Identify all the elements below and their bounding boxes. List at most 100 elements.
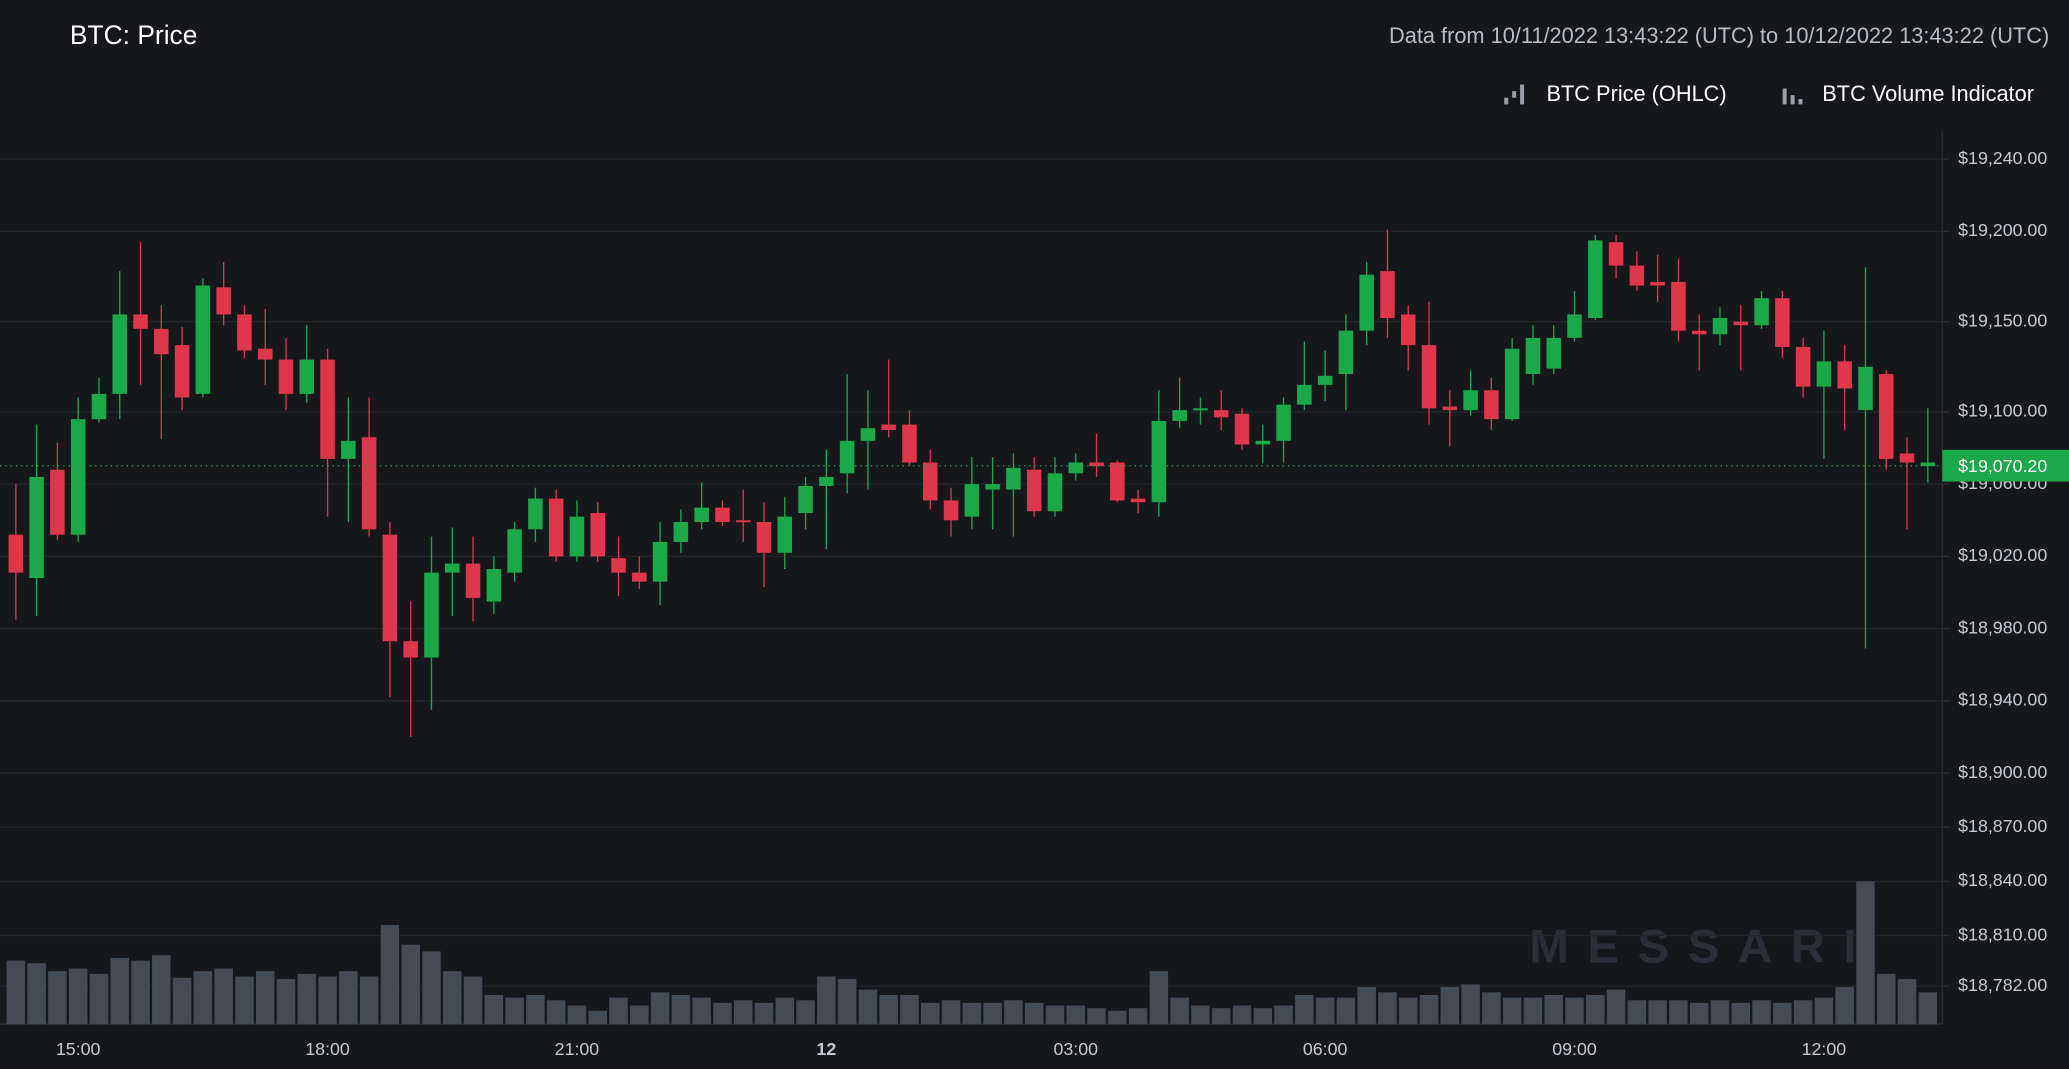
volume-bar — [1523, 997, 1543, 1025]
candle-body — [632, 572, 647, 582]
candle-body — [1691, 330, 1707, 335]
y-tick-label: $18,870.00 — [1958, 816, 2047, 836]
candle-body — [1380, 271, 1395, 319]
volume-bar — [1253, 1008, 1273, 1025]
candle-body — [1172, 410, 1187, 421]
last-price-label: $19,070.20 — [1958, 456, 2047, 476]
candle-body — [798, 485, 813, 514]
volume-bar — [380, 924, 400, 1025]
x-tick-label: 09:00 — [1552, 1039, 1597, 1059]
volume-bar — [1752, 1000, 1771, 1025]
candle-body — [1068, 462, 1083, 474]
volume-bar — [713, 1002, 732, 1025]
candle-body — [486, 569, 502, 602]
candle-body — [1484, 390, 1499, 420]
volume-bar — [921, 1002, 940, 1025]
volume-bar — [1689, 1002, 1709, 1025]
candle-body — [1255, 440, 1271, 445]
candle-body — [1297, 384, 1312, 405]
volume-bar — [1482, 992, 1501, 1025]
candle-body — [1400, 314, 1416, 346]
volume-bar — [48, 971, 67, 1025]
candle-body — [923, 462, 938, 501]
candle-body — [1338, 330, 1354, 375]
volume-bar — [255, 971, 275, 1025]
volume-bar — [1897, 979, 1917, 1025]
candle-body — [1130, 498, 1146, 503]
last-price-box — [1942, 449, 2069, 482]
candle-body — [569, 516, 585, 557]
candle-body — [341, 440, 356, 459]
volume-bar — [1128, 1008, 1148, 1025]
volume-bar — [1211, 1008, 1231, 1025]
candle-body — [1795, 346, 1811, 387]
y-tick-label: $18,782.00 — [1958, 975, 2047, 995]
volume-bar — [1004, 1000, 1023, 1025]
volume-bar — [733, 1000, 753, 1025]
candle-body — [1899, 453, 1915, 463]
volume-bar — [1336, 997, 1356, 1025]
volume-bar — [1710, 1000, 1730, 1025]
candle-body — [1089, 462, 1104, 467]
volume-bar — [1586, 994, 1605, 1025]
candle-body — [528, 498, 543, 530]
volume-bar — [1419, 994, 1439, 1025]
candle-body — [860, 428, 876, 441]
candle-body — [70, 419, 86, 535]
volume-bar — [754, 1002, 774, 1025]
volume-bar — [879, 994, 898, 1025]
volume-bar — [297, 973, 317, 1025]
candle-body — [1421, 345, 1437, 409]
x-tick-label: 18:00 — [305, 1039, 350, 1059]
volume-bar — [1669, 1000, 1688, 1025]
x-tick-label: 12 — [816, 1039, 836, 1059]
volume-bar — [1232, 1005, 1252, 1025]
volume-bar — [1045, 1005, 1065, 1025]
candle-body — [1567, 314, 1582, 338]
candle-body — [361, 437, 377, 530]
candle-body — [1026, 469, 1042, 512]
candle-body — [673, 522, 689, 542]
volume-bar — [276, 979, 296, 1025]
candle-body — [257, 348, 273, 360]
volume-bar — [131, 960, 150, 1025]
candle-body — [1213, 410, 1229, 418]
volume-bar — [1502, 997, 1522, 1025]
candle-body — [216, 287, 231, 315]
volume-bar — [1877, 973, 1896, 1025]
volume-bar — [983, 1002, 1002, 1025]
volume-bar — [1793, 1000, 1813, 1025]
volume-bar — [588, 1010, 607, 1025]
volume-bar — [1274, 1005, 1293, 1025]
volume-bar — [630, 1005, 649, 1025]
volume-bar — [858, 989, 878, 1025]
candle-body — [445, 563, 460, 573]
candle-body — [902, 424, 917, 463]
chart-title: BTC: Price — [70, 20, 197, 50]
volume-bar — [110, 957, 129, 1025]
y-tick-label: $19,240.00 — [1958, 148, 2047, 168]
legend-icon-price — [1504, 84, 1525, 105]
volume-bar — [27, 963, 46, 1025]
candle-body — [91, 393, 107, 420]
candle-body — [1920, 462, 1936, 467]
candle-body — [507, 529, 522, 573]
volume-bar — [1191, 1005, 1210, 1025]
candle-body — [715, 507, 730, 523]
y-tick-label: $19,020.00 — [1958, 545, 2047, 565]
candle-body — [1317, 375, 1333, 385]
candle-body — [1151, 420, 1167, 503]
candle-body — [756, 522, 772, 553]
candle-body — [1442, 406, 1458, 411]
candle-body — [1110, 462, 1125, 501]
volume-bar — [463, 976, 483, 1025]
candle-body — [424, 572, 439, 658]
candle-body — [548, 498, 564, 557]
candle-body — [943, 500, 959, 521]
candle-body — [1754, 298, 1769, 326]
volume-bar — [1731, 1002, 1751, 1025]
volume-bar — [1170, 997, 1189, 1025]
candle-body — [611, 558, 626, 573]
